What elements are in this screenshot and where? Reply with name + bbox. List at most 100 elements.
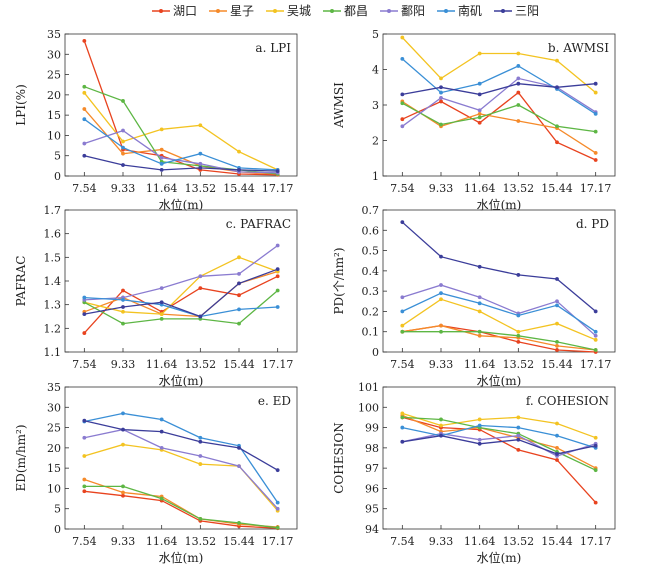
x-tick-label: 7.54 (390, 358, 415, 371)
x-tick-label: 15.44 (541, 358, 573, 371)
y-tick-label: 1.1 (44, 346, 62, 359)
series-line (402, 292, 597, 333)
series-line (401, 298, 596, 341)
legend-marker (273, 9, 277, 13)
y-tick-label: 0.3 (362, 285, 380, 298)
series-line (401, 37, 597, 94)
y-tick-label: 30 (47, 401, 61, 414)
legend-marker (501, 9, 505, 13)
x-tick-label: 13.52 (503, 182, 535, 195)
data-point (477, 81, 482, 86)
data-point (439, 291, 443, 296)
data-point (477, 51, 482, 56)
series-南矶 (82, 411, 280, 505)
data-point (400, 35, 405, 40)
y-tick-label: 1.5 (44, 251, 62, 264)
data-point (555, 299, 559, 304)
series-吴城 (400, 411, 598, 440)
data-point (555, 344, 559, 348)
data-point (477, 111, 482, 116)
legend-label: 湖口 (173, 3, 197, 18)
data-point (82, 107, 87, 111)
data-point (555, 58, 559, 63)
legend-item: 南矶 (437, 3, 482, 18)
legend-label: 鄱阳 (401, 4, 425, 18)
y-tick-label: 1.2 (44, 322, 62, 335)
series-line (402, 433, 596, 457)
data-point (439, 90, 443, 95)
data-point (439, 323, 443, 328)
data-point (439, 329, 443, 334)
y-axis-label: ED(m/hm²) (14, 424, 28, 491)
data-point (593, 111, 598, 116)
y-tick-label: 0.6 (362, 224, 380, 237)
y-tick-label: 15 (47, 109, 61, 122)
data-point (439, 96, 443, 100)
data-point (400, 411, 405, 416)
data-point (198, 123, 203, 128)
x-tick-label: 11.64 (146, 358, 178, 371)
series-湖口 (400, 415, 598, 505)
data-point (237, 521, 241, 525)
chart-panel: 1.1 1.2 1.3 1.4 1.5 1.6 1.7 7.54 9.33 11.64 13.52 1… (14, 204, 298, 388)
series-line (84, 490, 278, 529)
data-point (82, 331, 87, 335)
data-point (198, 314, 203, 319)
series-line (83, 118, 278, 171)
data-point (198, 165, 203, 170)
data-point (237, 464, 241, 469)
series-line (402, 91, 596, 161)
data-point (237, 272, 241, 276)
data-point (121, 145, 125, 150)
data-point (159, 155, 164, 160)
x-tick-label: 15.44 (223, 535, 255, 548)
series-湖口 (82, 38, 280, 177)
data-point (516, 447, 521, 452)
x-tick-label: 13.52 (185, 358, 217, 371)
legend-label: 星子 (230, 4, 254, 18)
y-tick-label: 5 (54, 503, 61, 516)
y-tick-label: 5 (54, 150, 61, 163)
data-point (477, 108, 482, 113)
data-point (555, 445, 559, 450)
data-point (121, 305, 125, 309)
data-point (400, 56, 405, 61)
data-point (121, 288, 125, 293)
data-point (237, 168, 241, 172)
data-point (593, 435, 598, 440)
y-tick-label: 94 (365, 523, 379, 536)
data-point (439, 423, 443, 428)
data-point (159, 127, 164, 132)
data-point (516, 415, 521, 420)
data-point (477, 441, 482, 446)
data-point (237, 281, 241, 286)
data-point (198, 274, 203, 279)
series-line (84, 129, 278, 174)
x-axis-label: 水位(m) (477, 373, 522, 388)
series-line (402, 324, 596, 351)
data-point (439, 122, 443, 127)
series-鄱阳 (82, 427, 280, 511)
series-line (84, 420, 279, 471)
y-tick-label: 3 (372, 99, 379, 112)
data-point (121, 139, 125, 144)
data-point (593, 468, 598, 473)
data-point (198, 161, 203, 166)
data-point (121, 484, 125, 489)
data-point (121, 128, 125, 133)
data-point (477, 301, 482, 306)
data-point (82, 38, 87, 43)
y-tick-label: 0.5 (362, 245, 380, 258)
x-tick-label: 11.64 (464, 535, 496, 548)
y-tick-label: 5 (372, 28, 379, 41)
data-point (159, 168, 164, 172)
data-point (555, 433, 559, 438)
legend-item: 都昌 (323, 4, 368, 18)
series-鄱阳 (400, 76, 598, 129)
data-point (400, 329, 405, 334)
data-point (82, 477, 87, 482)
data-point (400, 220, 405, 225)
data-point (159, 312, 164, 317)
data-point (275, 274, 280, 279)
